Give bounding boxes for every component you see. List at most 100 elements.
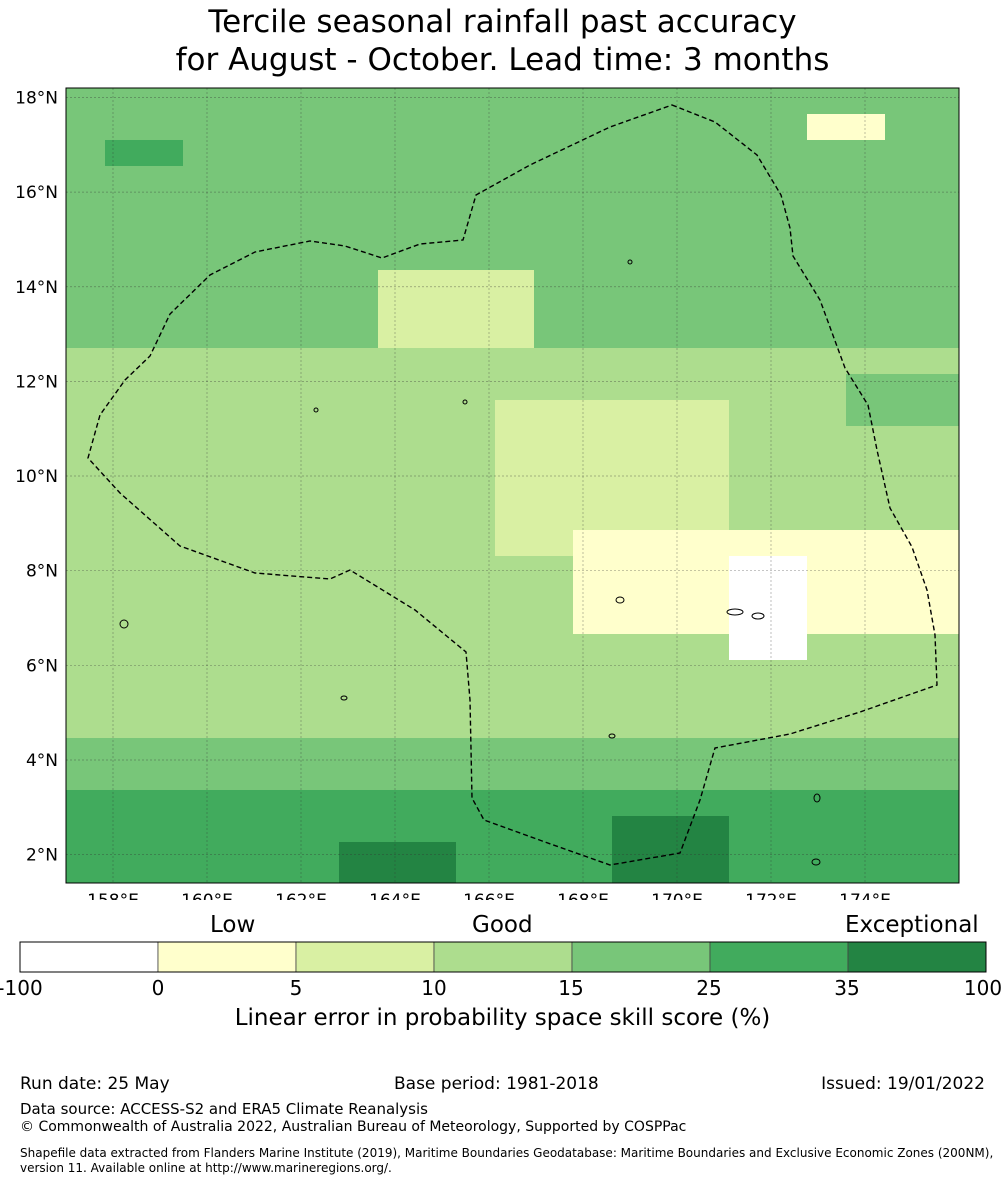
skill-grid-cell [339,504,379,531]
skill-grid-cell [300,322,340,349]
skill-grid-cell [66,816,106,843]
skill-grid-cell [417,88,457,115]
skill-grid-cell [612,686,652,713]
skill-grid-cell [66,400,106,427]
skill-grid-cell [456,504,496,531]
skill-grid-cell [885,296,925,323]
skill-grid-cell [768,634,808,661]
skill-grid-cell [768,296,808,323]
skill-grid-cell [651,218,691,245]
skill-grid-cell [105,634,145,661]
skill-grid-cell [612,88,652,115]
skill-grid-cell [456,660,496,687]
skill-grid-cell [612,478,652,505]
skill-grid-cell [378,790,418,817]
skill-grid-cell [846,400,886,427]
skill-grid-cell [573,582,613,609]
skill-grid-cell [846,504,886,531]
skill-grid-cell [612,608,652,635]
skill-grid-cell [651,582,691,609]
skill-grid-cell [690,426,730,453]
skill-grid-cell [495,816,535,843]
skill-grid-cell [144,712,184,739]
skill-grid-cell [222,634,262,661]
island-outline [462,399,468,405]
skill-grid-cell [222,660,262,687]
skill-grid-cell [495,868,535,884]
skill-grid-cell [300,400,340,427]
skill-grid-cell [456,114,496,141]
skill-grid-cell [612,140,652,167]
skill-grid-cell [495,790,535,817]
skill-grid-cell [378,686,418,713]
skill-grid-cell [222,400,262,427]
skill-grid-cell [222,608,262,635]
skill-grid-cell [612,504,652,531]
skill-grid-cell [66,114,106,141]
skill-grid-cell [456,816,496,843]
skill-grid-cell [456,868,496,884]
skill-grid-cell [495,530,535,557]
skill-grid-cell [768,140,808,167]
skill-grid-cell [690,712,730,739]
skill-grid-cell [261,738,301,765]
skill-grid-cell [807,400,847,427]
skill-grid-cell [846,140,886,167]
skill-grid-cell [261,842,301,869]
skill-grid-cell [222,478,262,505]
skill-grid-cell [729,192,769,219]
skill-grid-cell [846,452,886,479]
skill-grid-cell [339,140,379,167]
skill-grid-cell [300,816,340,843]
skill-grid-cell [339,322,379,349]
skill-grid-cell [729,738,769,765]
skill-grid-cell [261,582,301,609]
skill-grid-cell [105,88,145,115]
skill-grid-cell [183,478,223,505]
skill-grid-cell [378,504,418,531]
longitude-label: 158°E [87,891,139,900]
skill-grid-cell [183,296,223,323]
skill-grid-cell [690,530,730,557]
skill-grid-cell [768,738,808,765]
skill-grid-cell [573,244,613,271]
skill-grid-cell [66,842,106,869]
skill-grid-cell [924,400,960,427]
skill-grid-cell [495,140,535,167]
skill-grid-cell [66,322,106,349]
colorbar-frame [19,941,987,973]
skill-grid-cell [807,790,847,817]
colorbar-tick: 0 [151,976,165,1000]
skill-grid-cell [378,478,418,505]
skill-grid-cell [66,868,106,884]
skill-grid-cell [573,530,613,557]
skill-grid-cell [300,608,340,635]
skill-grid-cell [729,244,769,271]
skill-grid-cell [534,530,574,557]
skill-grid-cell [66,452,106,479]
skill-grid-cell [573,868,613,884]
skill-grid-cell [66,296,106,323]
skill-grid-cell [456,426,496,453]
colorbar-category-good: Good [472,912,533,938]
skill-grid-cell [183,738,223,765]
skill-grid-cell [846,634,886,661]
skill-grid-cell [105,556,145,583]
skill-grid-cell [456,790,496,817]
skill-grid-cell [144,868,184,884]
skill-grid-cell [105,244,145,271]
skill-grid-cell [534,374,574,401]
skill-grid-cell [885,556,925,583]
skill-grid-cell [222,270,262,297]
skill-grid-cell [612,764,652,791]
skill-grid-cell [183,608,223,635]
skill-grid-cell [144,452,184,479]
skill-grid-cell [651,244,691,271]
skill-grid-cell [378,764,418,791]
skill-grid-cell [300,348,340,375]
colorbar-swatch [19,941,159,973]
skill-grid-cell [105,296,145,323]
skill-grid-cell [456,348,496,375]
skill-grid-cell [66,192,106,219]
skill-grid-cells [66,88,960,884]
